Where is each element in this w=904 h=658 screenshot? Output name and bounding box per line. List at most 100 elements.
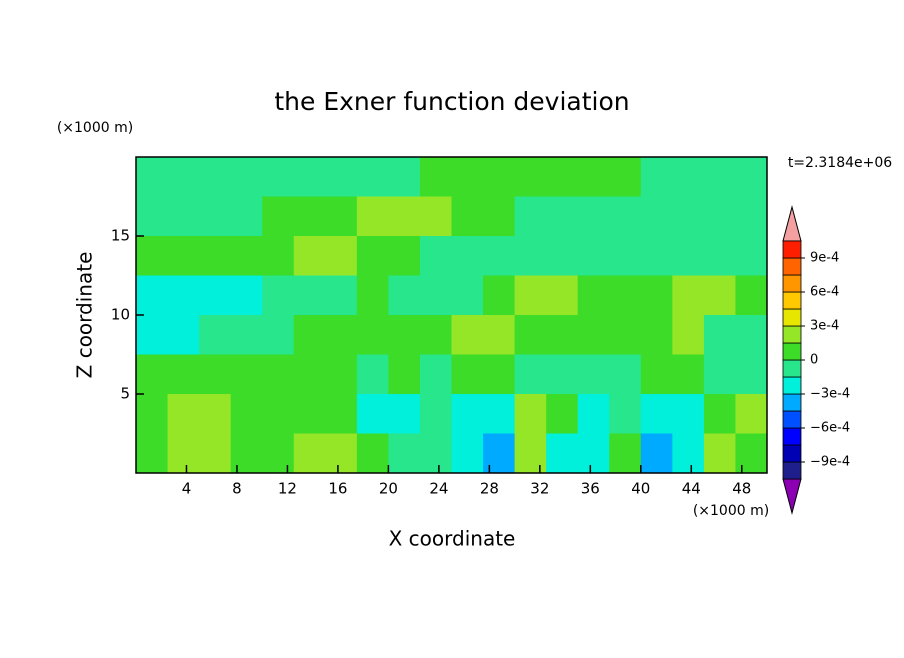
- x-tick-label: 48: [732, 480, 751, 498]
- contour-cell: [577, 157, 610, 197]
- contour-cell: [546, 394, 579, 434]
- contour-cell: [483, 196, 516, 237]
- colorbar-box: [782, 376, 802, 395]
- contour-cell: [640, 196, 673, 237]
- contour-cell: [325, 275, 358, 316]
- y-tick-label: 15: [111, 227, 130, 245]
- contour-cell: [262, 433, 295, 474]
- contour-cell: [167, 236, 200, 276]
- contour-cell: [577, 275, 610, 316]
- contour-cell: [451, 315, 484, 355]
- x-tick-label: 8: [232, 480, 242, 498]
- contour-cell: [640, 236, 673, 276]
- contour-cell: [735, 433, 768, 474]
- contour-cell: [293, 157, 326, 197]
- contour-cell: [419, 196, 452, 237]
- contour-cell: [325, 394, 358, 434]
- contour-cell: [230, 394, 263, 434]
- contour-cell: [167, 394, 200, 434]
- contour-cell: [577, 196, 610, 237]
- contour-cell: [293, 315, 326, 355]
- contour-cell: [356, 433, 389, 474]
- contour-cell: [136, 394, 169, 434]
- x-tick-label: 40: [631, 480, 650, 498]
- contour-cell: [577, 354, 610, 395]
- contour-cell: [735, 236, 768, 276]
- contour-cell: [199, 433, 232, 474]
- contour-cell: [577, 236, 610, 276]
- contour-cell: [609, 157, 642, 197]
- contour-cell: [483, 236, 516, 276]
- contour-cell: [293, 196, 326, 237]
- contour-cell: [356, 394, 389, 434]
- contour-cell: [609, 433, 642, 474]
- contour-cell: [136, 315, 169, 355]
- contour-cell: [230, 157, 263, 197]
- contour-cell: [672, 433, 705, 474]
- contour-cell: [703, 196, 736, 237]
- contour-cell: [640, 354, 673, 395]
- contour-cell: [703, 236, 736, 276]
- x-tick-label: 24: [429, 480, 448, 498]
- contour-cell: [609, 354, 642, 395]
- colorbar-tick-label: −9e-4: [810, 455, 850, 470]
- contour-cell: [546, 157, 579, 197]
- contour-cell: [167, 315, 200, 355]
- contour-cell: [136, 157, 169, 197]
- contour-cell: [356, 157, 389, 197]
- contour-cell: [199, 236, 232, 276]
- colorbar-triangle-high: [782, 205, 802, 242]
- contour-cell: [230, 433, 263, 474]
- contour-cell: [230, 354, 263, 395]
- colorbar-box: [782, 308, 802, 327]
- x-tick-label: 12: [278, 480, 297, 498]
- contour-cell: [703, 315, 736, 355]
- contour-cell: [546, 354, 579, 395]
- contour-cell: [483, 157, 516, 197]
- contour-cell: [262, 354, 295, 395]
- contour-cell: [167, 196, 200, 237]
- x-unit: (×1000 m): [693, 503, 769, 519]
- colorbar-tick-label: 6e-4: [810, 285, 839, 300]
- contour-cell: [451, 236, 484, 276]
- contour-cell: [640, 315, 673, 355]
- contour-cell: [356, 315, 389, 355]
- colorbar-box: [782, 427, 802, 446]
- contour-cell: [546, 236, 579, 276]
- contour-cell: [514, 275, 547, 316]
- contour-cell: [388, 394, 421, 434]
- contour-cell: [325, 354, 358, 395]
- contour-cell: [640, 157, 673, 197]
- contour-cell: [483, 433, 516, 474]
- x-tick-label: 32: [530, 480, 549, 498]
- colorbar-tick-label: 9e-4: [810, 251, 839, 266]
- colorbar-box: [782, 291, 802, 310]
- contour-cell: [136, 354, 169, 395]
- contour-cell: [451, 157, 484, 197]
- contour-cell: [483, 354, 516, 395]
- contour-cell: [262, 275, 295, 316]
- contour-cell: [419, 275, 452, 316]
- contour-cell: [388, 236, 421, 276]
- contour-cell: [640, 394, 673, 434]
- contour-cell: [514, 157, 547, 197]
- contour-cell: [514, 433, 547, 474]
- contour-cell: [546, 275, 579, 316]
- x-tick-label: 28: [480, 480, 499, 498]
- contour-cell: [672, 275, 705, 316]
- contour-cell: [230, 275, 263, 316]
- colorbar-box: [782, 410, 802, 429]
- colorbar-box: [782, 325, 802, 344]
- contour-cell: [672, 196, 705, 237]
- contour-cell: [325, 315, 358, 355]
- contour-cell: [199, 394, 232, 434]
- contour-cell: [514, 354, 547, 395]
- contour-cell: [388, 354, 421, 395]
- contour-cell: [325, 157, 358, 197]
- contour-cell: [451, 275, 484, 316]
- contour-cell: [672, 354, 705, 395]
- contour-cell: [325, 196, 358, 237]
- x-axis-label: X coordinate: [389, 527, 516, 551]
- contour-cell: [735, 196, 768, 237]
- contour-cell: [546, 433, 579, 474]
